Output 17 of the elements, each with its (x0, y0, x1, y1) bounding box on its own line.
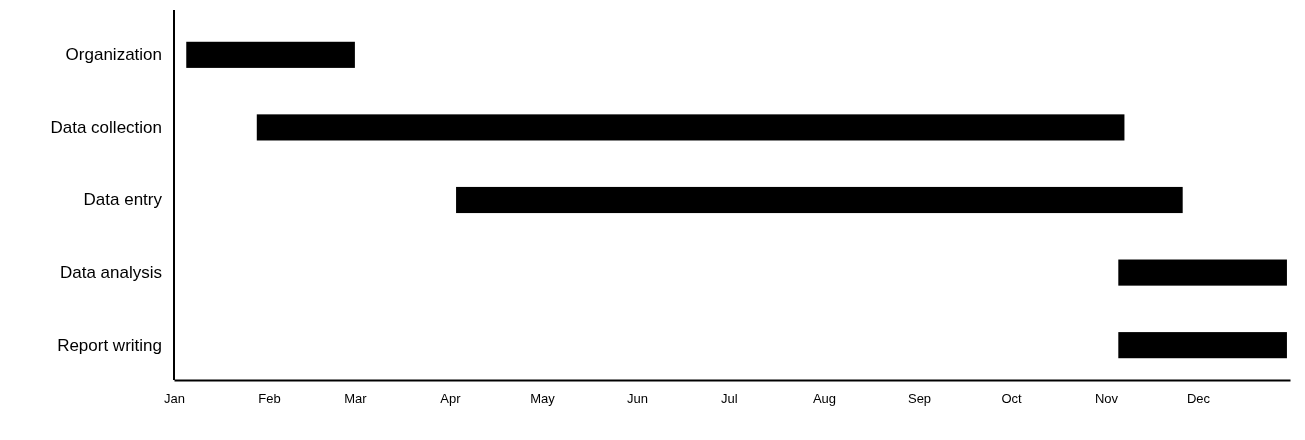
x-tick-label: Jul (721, 391, 738, 407)
y-tick-label: Report writing (57, 335, 162, 355)
y-tick-label: Data collection (50, 117, 162, 137)
x-tick-label: Jan (164, 391, 185, 407)
x-tick-label: Apr (440, 391, 462, 407)
x-tick-label: Sep (907, 391, 932, 407)
x-tick-label: Aug (812, 391, 837, 407)
x-tick-label: Jun (626, 391, 648, 407)
x-tick-label: Feb (258, 391, 281, 407)
x-tick-label: May (530, 391, 556, 407)
x-tick-label: Oct (1001, 391, 1022, 407)
y-tick-label: Organization (65, 45, 162, 65)
x-tick-label: Nov (1094, 391, 1119, 407)
y-tick-label: Data analysis (59, 263, 162, 283)
y-tick-label: Data entry (83, 190, 163, 210)
x-tick-label: Dec (1186, 391, 1211, 407)
x-tick-label: Mar (344, 391, 368, 407)
